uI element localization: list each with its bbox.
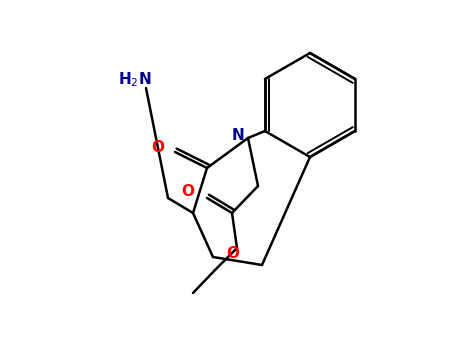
Text: N: N <box>232 128 244 143</box>
Text: O: O <box>182 184 194 200</box>
Text: O: O <box>152 140 165 155</box>
Text: H$_2$N: H$_2$N <box>118 71 152 89</box>
Text: O: O <box>227 245 239 260</box>
